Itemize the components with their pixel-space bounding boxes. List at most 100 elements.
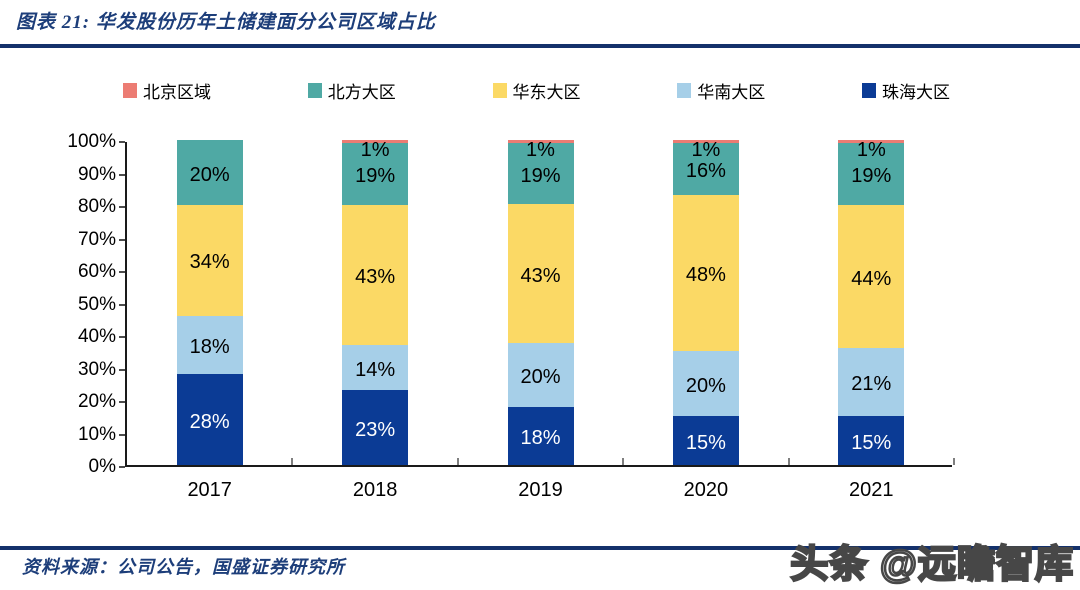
- data-label-珠海大区: 18%: [520, 427, 561, 450]
- data-label-华南大区: 21%: [851, 373, 892, 396]
- data-label-北方大区: 19%: [355, 165, 396, 188]
- y-axis-tick: [119, 303, 125, 306]
- bar-segment-华东大区: [507, 204, 574, 343]
- bar-segment-北方大区: [176, 140, 243, 205]
- legend-swatch-icon: [492, 83, 507, 98]
- y-axis-tick: [119, 173, 125, 176]
- data-label-华东大区: 43%: [520, 264, 561, 287]
- x-axis-label-2021: 2021: [849, 479, 894, 501]
- bar-segment-北京区域: [507, 140, 574, 144]
- data-label-珠海大区: 15%: [851, 431, 892, 454]
- legend-item-珠海大区: 珠海大区: [862, 78, 950, 103]
- x-axis-tick: [291, 458, 294, 465]
- bar-segment-华东大区: [838, 205, 905, 348]
- data-label-珠海大区: 15%: [685, 431, 726, 454]
- y-axis-label: 0%: [88, 456, 116, 477]
- bar-segment-华南大区: [507, 342, 574, 408]
- legend-swatch-icon: [862, 83, 876, 98]
- y-axis-tick: [119, 271, 125, 273]
- legend-label: 华东大区: [512, 83, 581, 102]
- legend-swatch-icon: [307, 83, 322, 98]
- bar-segment-华南大区: [342, 344, 409, 391]
- y-axis-label: 40%: [77, 326, 116, 347]
- y-axis-tick: [119, 238, 125, 241]
- legend-item-华南大区: 华南大区: [677, 78, 765, 103]
- watermark-text: 头条 @远瞻智库: [789, 543, 1074, 588]
- x-axis-tick: [622, 458, 625, 465]
- legend-label: 北方大区: [327, 83, 396, 102]
- data-label-华东大区: 34%: [189, 251, 230, 274]
- y-axis-tick: [119, 433, 125, 436]
- x-axis-tick: [953, 458, 955, 465]
- y-axis-tick: [119, 336, 125, 338]
- y-axis-label: 70%: [77, 228, 116, 250]
- x-axis-label-2019: 2019: [518, 479, 563, 501]
- legend-label: 珠海大区: [882, 83, 950, 102]
- stacked-bar-2018: 23% 14% 43% 19% 1%: [342, 139, 409, 465]
- x-axis-tick: [456, 458, 459, 465]
- bar-segment-华东大区: [342, 205, 409, 345]
- legend-swatch-icon: [123, 83, 137, 98]
- bar-segment-珠海大区: [838, 416, 905, 465]
- legend-item-北方大区: 北方大区: [307, 78, 396, 103]
- legend-item-北京区域: 北京区域: [123, 78, 211, 103]
- stacked-bar-2021: 15% 21% 44% 19% 1%: [838, 139, 905, 465]
- data-label-珠海大区: 23%: [355, 418, 396, 441]
- legend-swatch-icon: [677, 83, 692, 98]
- y-axis-tick: [119, 466, 125, 468]
- bar-segment-北京区域: [342, 140, 409, 144]
- data-label-华东大区: 43%: [355, 265, 396, 288]
- y-axis-label: 80%: [77, 196, 116, 217]
- bar-segment-华东大区: [672, 195, 739, 352]
- bar-segment-珠海大区: [507, 407, 574, 465]
- x-axis-label-2017: 2017: [187, 479, 232, 501]
- stacked-bar-2020: 15% 20% 48% 16% 1%: [672, 138, 739, 465]
- bar-segment-华南大区: [176, 315, 243, 374]
- y-axis-label: 10%: [77, 423, 116, 445]
- figure-title: 图表 21: 华发股份历年土储建面分公司区域占比: [16, 12, 436, 33]
- y-axis-tick: [119, 368, 125, 371]
- data-label-华南大区: 18%: [189, 335, 230, 358]
- data-label-北京区域: 1%: [691, 138, 721, 161]
- y-axis-label: 50%: [77, 293, 116, 315]
- y-axis-label: 90%: [77, 163, 116, 185]
- bar-segment-珠海大区: [342, 390, 409, 465]
- data-label-华南大区: 14%: [355, 358, 396, 381]
- bar-segment-北京区域: [838, 140, 905, 144]
- source-attribution: 资料来源：公司公告，国盛证券研究所: [22, 557, 345, 577]
- data-label-北方大区: 19%: [851, 165, 892, 188]
- data-label-华东大区: 48%: [685, 264, 726, 287]
- legend-label: 北京区域: [143, 83, 211, 102]
- bar-segment-华南大区: [838, 348, 905, 417]
- legend-item-华东大区: 华东大区: [492, 78, 581, 103]
- title-divider-rule: [0, 44, 1080, 48]
- plot-area: 0% 10% 20% 30% 40% 50% 60% 70% 80% 90% 100% 28% 18% 3…: [67, 131, 955, 501]
- legend-label: 华南大区: [697, 83, 766, 102]
- y-axis-label: 30%: [77, 358, 116, 380]
- data-label-珠海大区: 28%: [189, 410, 230, 433]
- y-axis-tick: [119, 401, 125, 403]
- data-label-北方大区: 20%: [189, 163, 230, 186]
- y-axis-label: 60%: [77, 261, 116, 282]
- stacked-bar-2019: 18% 20% 43% 19% 1%: [507, 139, 574, 465]
- y-axis-tick: [119, 141, 125, 143]
- bar-segment-北方大区: [672, 143, 739, 196]
- y-axis-label: 20%: [77, 391, 116, 412]
- y-axis-label: 100%: [67, 131, 116, 152]
- bar-segment-珠海大区: [176, 374, 243, 465]
- data-label-华南大区: 20%: [685, 374, 726, 397]
- bar-segment-北京区域: [672, 140, 739, 144]
- stacked-bar-2017: 28% 18% 34% 20%: [176, 140, 243, 465]
- data-label-华南大区: 20%: [520, 365, 561, 388]
- y-axis-tick: [119, 206, 125, 208]
- bar-segment-华南大区: [672, 351, 739, 417]
- bar-segment-北方大区: [507, 143, 574, 205]
- bar-segment-华东大区: [176, 205, 243, 316]
- x-axis-tick: [787, 458, 790, 465]
- data-label-北方大区: 16%: [685, 160, 726, 183]
- data-label-华东大区: 44%: [851, 267, 892, 290]
- chart-legend: 北京区域 北方大区 华东大区 华南大区 珠海大区: [123, 78, 950, 103]
- footer-divider-rule: [0, 546, 1080, 550]
- x-axis-label-2018: 2018: [352, 479, 398, 501]
